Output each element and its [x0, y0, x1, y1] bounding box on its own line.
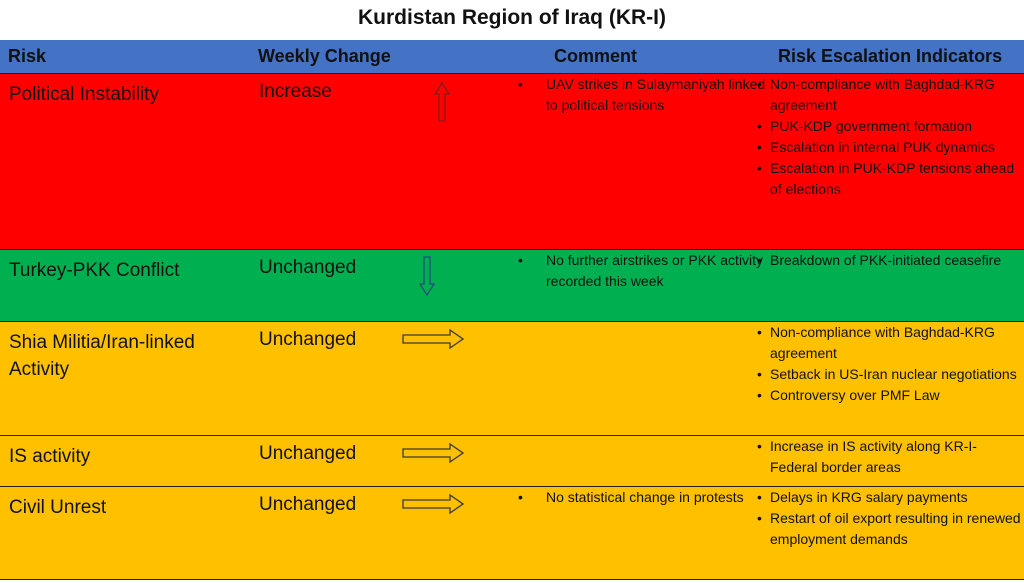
indicator-item: Controversy over PMF Law	[757, 385, 1024, 406]
indicator-list: Increase in IS activity along KR-I-Feder…	[757, 436, 1024, 478]
table-row: Shia Militia/Iran-linked Activity Unchan…	[0, 321, 1024, 436]
table-header-row: Risk Weekly Change Comment Risk Escalati…	[0, 40, 1024, 74]
indicator-item: Non-compliance with Baghdad-KRG agreemen…	[757, 322, 1024, 364]
comment-list: UAV strikes in Sulaymaniyah linked to po…	[518, 74, 770, 116]
comment-cell: UAV strikes in Sulaymaniyah linked to po…	[518, 73, 770, 250]
header-risk: Risk	[0, 40, 250, 74]
comment-cell: No further airstrikes or PKK activity re…	[518, 249, 770, 322]
page-title: Kurdistan Region of Iraq (KR-I)	[358, 6, 666, 29]
indicators-cell: Non-compliance with Baghdad-KRG agreemen…	[757, 73, 1024, 250]
change-cell: Unchanged	[250, 321, 546, 436]
right-arrow-icon	[402, 493, 464, 515]
risk-cell: IS activity	[0, 435, 250, 487]
table-row: Turkey-PKK Conflict Unchanged No further…	[0, 249, 1024, 322]
indicator-item: Non-compliance with Baghdad-KRG agreemen…	[757, 74, 1024, 116]
right-arrow-icon	[402, 442, 464, 464]
comment-item: UAV strikes in Sulaymaniyah linked to po…	[518, 74, 770, 116]
header-indicators: Risk Escalation Indicators	[770, 40, 1024, 74]
risk-cell: Political Instability	[0, 73, 250, 250]
risk-name: Turkey-PKK Conflict	[9, 260, 180, 281]
risk-name: Political Instability	[9, 84, 159, 105]
change-cell: Increase	[250, 73, 546, 250]
risk-name: Shia Militia/Iran-linked Activity	[9, 332, 195, 380]
indicator-item: Setback in US-Iran nuclear negotiations	[757, 364, 1024, 385]
risk-name: Civil Unrest	[9, 497, 107, 518]
indicator-item: Escalation in internal PUK dynamics	[757, 137, 1024, 158]
change-label: Unchanged	[259, 494, 357, 515]
change-cell: Unchanged	[250, 435, 546, 487]
risk-name: IS activity	[9, 446, 91, 467]
table-row: Civil Unrest Unchanged No statistical ch…	[0, 486, 1024, 580]
indicators-cell: Breakdown of PKK-initiated ceasefire	[757, 249, 1024, 322]
indicator-item: Increase in IS activity along KR-I-Feder…	[757, 436, 1024, 478]
comment-list: No further airstrikes or PKK activity re…	[518, 250, 770, 292]
comment-list: No statistical change in protests	[518, 487, 770, 508]
header-comment: Comment	[546, 40, 770, 74]
change-cell: Unchanged	[250, 249, 546, 322]
risk-table: Risk Weekly Change Comment Risk Escalati…	[0, 40, 1024, 580]
change-label: Unchanged	[259, 443, 357, 464]
change-label: Increase	[259, 81, 332, 102]
indicator-list: Non-compliance with Baghdad-KRG agreemen…	[757, 322, 1024, 406]
table-row: Political Instability Increase UAV strik…	[0, 73, 1024, 250]
down-arrow-icon	[419, 256, 435, 296]
indicator-list: Breakdown of PKK-initiated ceasefire	[757, 250, 1024, 271]
indicator-item: Escalation in PUK-KDP tensions ahead of …	[757, 158, 1024, 200]
table-row: IS activity Unchanged Increase in IS act…	[0, 435, 1024, 487]
indicator-item: Breakdown of PKK-initiated ceasefire	[757, 250, 1024, 271]
comment-cell	[546, 435, 770, 487]
change-label: Unchanged	[259, 257, 357, 278]
risk-cell: Civil Unrest	[0, 486, 250, 580]
header-weekly-change: Weekly Change	[250, 40, 546, 74]
indicators-cell: Delays in KRG salary payments Restart of…	[757, 486, 1024, 580]
change-cell: Unchanged	[250, 486, 546, 580]
comment-item: No further airstrikes or PKK activity re…	[518, 250, 770, 292]
comment-cell: No statistical change in protests	[518, 486, 770, 580]
indicators-cell: Non-compliance with Baghdad-KRG agreemen…	[757, 321, 1024, 436]
risk-cell: Turkey-PKK Conflict	[0, 249, 250, 322]
change-label: Unchanged	[259, 329, 357, 350]
comment-item: No statistical change in protests	[518, 487, 770, 508]
indicator-list: Non-compliance with Baghdad-KRG agreemen…	[757, 74, 1024, 200]
indicator-item: PUK-KDP government formation	[757, 116, 1024, 137]
risk-cell: Shia Militia/Iran-linked Activity	[0, 321, 250, 436]
comment-cell	[546, 321, 770, 436]
indicators-cell: Increase in IS activity along KR-I-Feder…	[757, 435, 1024, 487]
indicator-list: Delays in KRG salary payments Restart of…	[757, 487, 1024, 550]
indicator-item: Restart of oil export resulting in renew…	[757, 508, 1024, 550]
up-arrow-icon	[434, 82, 450, 122]
indicator-item: Delays in KRG salary payments	[757, 487, 1024, 508]
right-arrow-icon	[402, 328, 464, 350]
